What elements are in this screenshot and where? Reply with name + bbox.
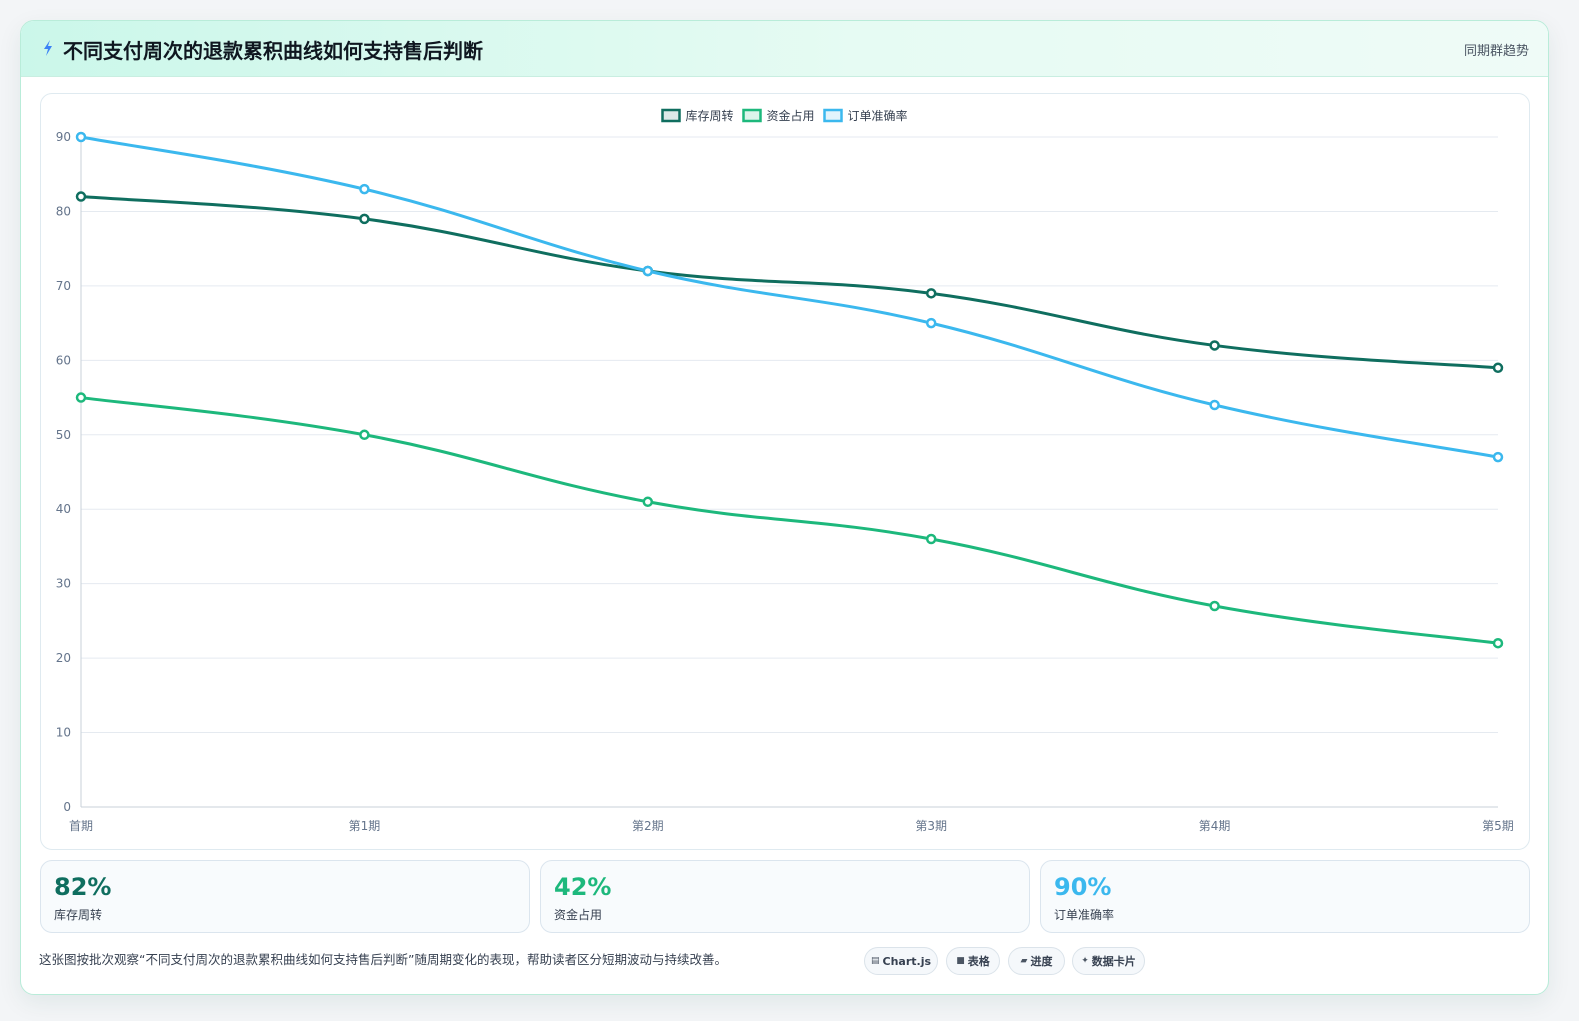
- x-tick-label: 第3期: [915, 819, 947, 833]
- y-tick-label: 40: [56, 502, 71, 516]
- y-tick-label: 30: [56, 577, 71, 591]
- series-line: [79, 135, 1500, 459]
- chip-data-card[interactable]: ✦ 数据卡片: [1072, 947, 1145, 975]
- card-header: 不同支付周次的退款累积曲线如何支持售后判断 同期群趋势: [21, 21, 1548, 77]
- series-line: [79, 396, 1500, 645]
- y-tick-label: 90: [56, 130, 71, 144]
- y-tick-label: 10: [56, 726, 71, 740]
- data-point: [642, 265, 654, 277]
- y-tick-label: 20: [56, 651, 71, 665]
- line-chart: 0 10 20 30 40 50 60 70 80 90 首期 第1期 第2期 第3期 第4期 第5期 库存周转…: [56, 108, 1514, 833]
- chip-table[interactable]: ■ 表格: [946, 947, 1000, 975]
- trend-tag: 同期群趋势: [1463, 44, 1529, 59]
- chip-label: Chart.js: [882, 954, 932, 968]
- chart-description: 这张图按批次观察“不同支付周次的退款累积曲线如何支持售后判断”随周期变化的表现，…: [39, 952, 727, 967]
- kpi-card-inventory: 82% 库存周转: [40, 860, 530, 933]
- data-point: [359, 429, 370, 441]
- chip-label: 数据卡片: [1091, 955, 1136, 968]
- data-point: [925, 533, 937, 545]
- table-icon: ■: [956, 956, 965, 966]
- legend-swatch: [742, 108, 762, 123]
- data-point: [1492, 451, 1504, 463]
- kpi-card-capital: 42% 资金占用: [540, 860, 1030, 933]
- data-point: [75, 191, 87, 202]
- data-point: [359, 183, 370, 195]
- legend-label: 订单准确率: [848, 108, 908, 123]
- chart-icon: ▤: [870, 956, 880, 966]
- data-point: [642, 496, 654, 508]
- kpi-label: 库存周转: [54, 908, 103, 922]
- data-point: [75, 131, 87, 143]
- data-point: [925, 288, 937, 299]
- data-point: [925, 317, 937, 329]
- x-tick-label: 第4期: [1199, 819, 1231, 833]
- data-point: [1209, 399, 1220, 411]
- chart-card: 不同支付周次的退款累积曲线如何支持售后判断 同期群趋势 0 10 20 30 40 50 6…: [20, 20, 1549, 995]
- chip-chartjs[interactable]: ▤ Chart.js: [864, 947, 938, 975]
- kpi-value: 42%: [554, 873, 612, 901]
- legend-swatch: [661, 108, 681, 123]
- x-tick-label: 第1期: [349, 819, 381, 833]
- x-tick-label: 第5期: [1482, 819, 1514, 833]
- data-point: [359, 213, 370, 225]
- data-point: [75, 392, 87, 403]
- chart-panel: 0 10 20 30 40 50 60 70 80 90 首期 第1期 第2期 第3期 第4期 第5期 库存周转…: [40, 93, 1530, 850]
- x-tick-label: 第2期: [632, 819, 664, 833]
- legend-label: 资金占用: [767, 108, 815, 123]
- chip-label: 表格: [967, 955, 990, 968]
- lightning-icon: [44, 40, 52, 56]
- y-tick-label: 80: [56, 204, 71, 218]
- data-point: [1209, 340, 1220, 351]
- legend-label: 库存周转: [686, 108, 734, 123]
- data-point: [1209, 600, 1220, 612]
- chip-progress[interactable]: ▰ 进度: [1008, 947, 1065, 975]
- kpi-value: 82%: [54, 873, 112, 901]
- chip-label: 进度: [1030, 955, 1053, 968]
- y-tick-label: 0: [63, 800, 71, 814]
- y-tick-label: 60: [56, 353, 71, 367]
- sparkle-icon: ✦: [1081, 956, 1089, 966]
- series-line: [79, 195, 1500, 370]
- kpi-label: 资金占用: [554, 908, 603, 922]
- x-tick-label: 首期: [69, 819, 93, 833]
- y-tick-label: 70: [56, 279, 71, 293]
- page-title: 不同支付周次的退款累积曲线如何支持售后判断: [63, 39, 483, 63]
- legend-swatch: [823, 108, 843, 123]
- data-point: [1492, 362, 1504, 374]
- kpi-card-accuracy: 90% 订单准确率: [1040, 860, 1530, 933]
- kpi-value: 90%: [1054, 873, 1112, 901]
- y-tick-label: 50: [56, 428, 71, 442]
- data-point: [1492, 637, 1504, 649]
- kpi-label: 订单准确率: [1054, 908, 1115, 922]
- progress-icon: ▰: [1020, 956, 1028, 966]
